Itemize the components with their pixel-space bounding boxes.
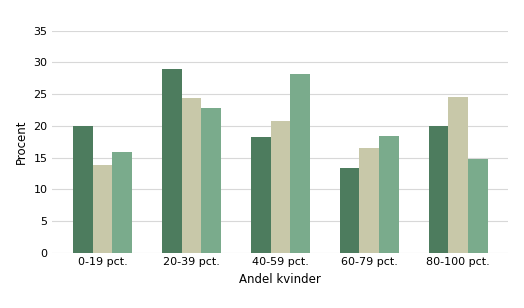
Bar [201,108,221,253]
Bar [429,127,449,253]
Bar [290,74,310,253]
Bar [359,148,379,253]
X-axis label: Andel kvinder: Andel kvinder [239,273,321,286]
Bar [73,126,93,253]
Y-axis label: Procent: Procent [15,120,28,164]
Bar [93,165,112,253]
Bar [182,98,201,253]
Bar [270,121,290,253]
Bar [251,137,270,253]
Bar [468,160,487,253]
Bar [162,69,182,253]
Bar [449,97,468,253]
Bar [379,136,399,253]
Bar [340,168,359,253]
Bar [112,152,132,253]
